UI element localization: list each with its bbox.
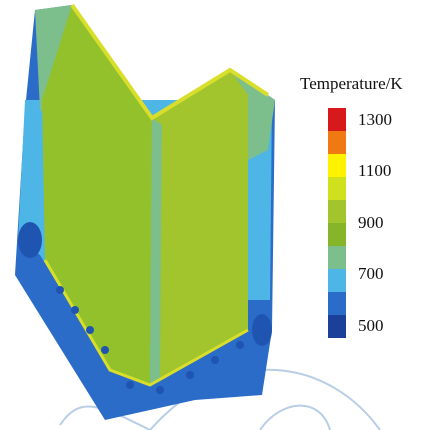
temperature-field (15, 5, 275, 420)
legend-title: Temperature/K (300, 74, 403, 93)
legend-label: 500 (358, 316, 384, 335)
figure: Temperature/K 1300 1100 900 700 500 (0, 0, 435, 430)
legend-label: 1300 (358, 110, 392, 129)
legend-label: 700 (358, 264, 384, 283)
color-bar (328, 108, 346, 338)
legend-label: 1100 (358, 161, 391, 180)
legend-label: 900 (358, 213, 384, 232)
